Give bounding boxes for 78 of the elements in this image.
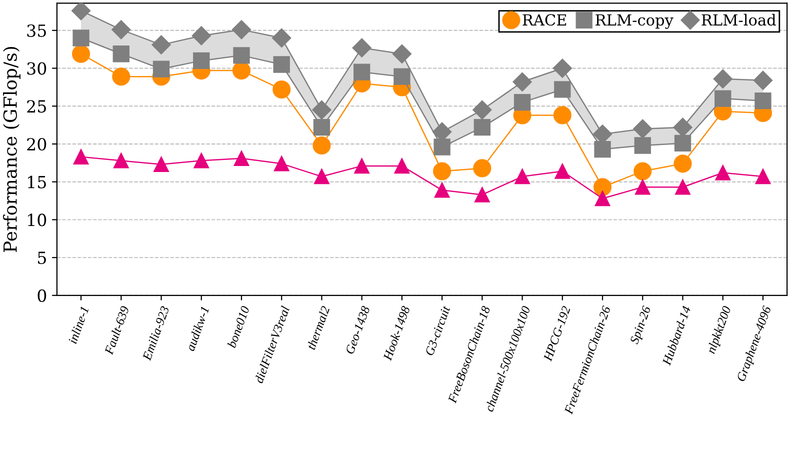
point bbox=[232, 20, 252, 40]
y-tick-label: 35 bbox=[27, 24, 46, 37]
y-tick-label: 0 bbox=[38, 289, 46, 302]
point bbox=[553, 106, 572, 124]
y-axis-title: Performance (GFlop/s) bbox=[2, 46, 20, 252]
y-tick-label: 25 bbox=[27, 100, 46, 113]
point bbox=[313, 118, 330, 136]
point bbox=[754, 92, 772, 110]
point bbox=[512, 72, 532, 92]
point bbox=[72, 30, 90, 46]
point bbox=[554, 81, 571, 98]
point bbox=[472, 100, 492, 120]
point bbox=[352, 38, 372, 58]
legend-label: RLM-copy bbox=[596, 14, 674, 29]
y-tick-label: 30 bbox=[27, 62, 46, 75]
point bbox=[634, 180, 650, 195]
point bbox=[755, 168, 771, 184]
point bbox=[234, 150, 250, 166]
y-tick-label: 15 bbox=[28, 176, 46, 188]
point bbox=[514, 94, 531, 111]
point bbox=[434, 138, 450, 156]
point bbox=[394, 158, 410, 174]
x-tick-label: inline-1 bbox=[68, 306, 89, 344]
point bbox=[273, 56, 290, 73]
point bbox=[233, 47, 250, 64]
point bbox=[272, 28, 292, 48]
legend-label: RLM-load bbox=[702, 14, 776, 26]
point bbox=[594, 140, 611, 158]
point bbox=[193, 52, 210, 70]
point bbox=[312, 100, 332, 120]
point bbox=[274, 156, 290, 172]
point bbox=[753, 70, 773, 90]
x-tick-label: Spin-26 bbox=[630, 305, 654, 346]
point bbox=[633, 119, 652, 138]
point bbox=[474, 118, 491, 136]
point bbox=[634, 137, 651, 154]
point bbox=[152, 60, 170, 78]
point bbox=[634, 162, 652, 180]
y-tick-label: 20 bbox=[27, 138, 46, 151]
point bbox=[354, 158, 370, 174]
point bbox=[353, 64, 370, 80]
point bbox=[593, 178, 612, 196]
point bbox=[713, 69, 732, 88]
point bbox=[73, 149, 89, 164]
point bbox=[194, 153, 210, 168]
point bbox=[675, 180, 690, 195]
point bbox=[392, 44, 412, 64]
y-tick-label: 5 bbox=[38, 252, 46, 264]
point bbox=[112, 46, 130, 62]
point bbox=[473, 159, 492, 178]
point bbox=[514, 168, 530, 184]
point bbox=[554, 164, 570, 179]
point bbox=[152, 35, 171, 54]
y-tick-label: 10 bbox=[28, 214, 46, 226]
point bbox=[714, 90, 732, 107]
point bbox=[71, 3, 91, 20]
point bbox=[113, 153, 129, 168]
point bbox=[72, 44, 90, 63]
point bbox=[433, 162, 452, 180]
legend-label: RACE bbox=[522, 14, 566, 26]
point bbox=[434, 182, 450, 198]
point bbox=[474, 187, 490, 202]
point bbox=[112, 20, 131, 40]
point bbox=[673, 118, 692, 137]
point bbox=[112, 68, 130, 86]
point bbox=[594, 190, 610, 206]
x-tick-label: audikw-1 bbox=[186, 306, 210, 352]
point bbox=[272, 80, 291, 98]
point bbox=[715, 165, 730, 180]
point bbox=[314, 168, 330, 184]
point bbox=[154, 156, 169, 172]
point bbox=[192, 26, 211, 46]
point bbox=[232, 62, 251, 80]
point bbox=[394, 68, 410, 85]
point bbox=[552, 58, 572, 78]
point bbox=[312, 136, 331, 155]
point bbox=[674, 134, 692, 152]
point bbox=[674, 154, 692, 173]
